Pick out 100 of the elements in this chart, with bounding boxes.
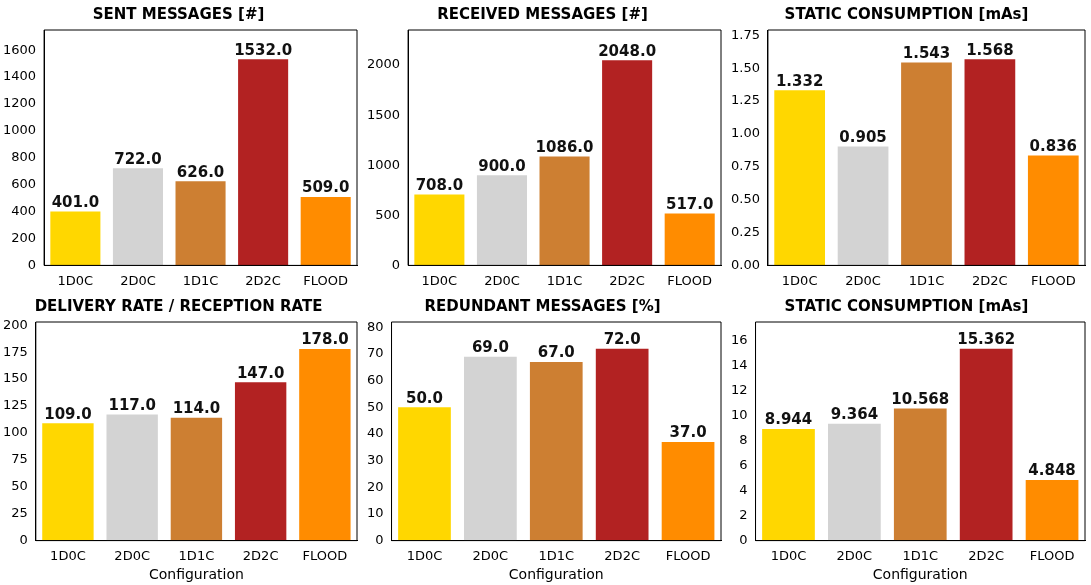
data-label: 8.944	[764, 410, 813, 429]
data-label: 517.0	[665, 195, 714, 213]
y-tick-label: 1600	[2, 41, 37, 57]
bar	[901, 62, 952, 266]
chart-title: DELIVERY RATE / RECEPTION RATE	[34, 296, 323, 315]
x-tick-label: 1D1C	[908, 272, 945, 288]
y-tick-label: 4	[739, 482, 748, 498]
x-tick-label: 1D1C	[178, 547, 215, 563]
y-tick-label: 8	[739, 432, 748, 448]
y-tick-label: 200	[2, 316, 28, 332]
data-label: 0.905	[839, 127, 887, 146]
x-tick-label: FLOOD	[1030, 272, 1076, 288]
y-tick-label: 2	[739, 506, 748, 522]
y-tick-label: 0	[375, 531, 384, 547]
y-tick-label: 10	[731, 407, 748, 423]
data-label: 15.362	[957, 330, 1016, 349]
bar	[106, 414, 158, 541]
x-tick-label: 1D1C	[538, 547, 575, 563]
y-tick-label: 50	[11, 478, 28, 494]
x-tick-label: 2D2C	[609, 272, 645, 288]
data-label: 9.364	[830, 405, 879, 424]
y-tick-label: 1000	[2, 122, 37, 138]
data-label: 708.0	[415, 175, 464, 194]
y-tick-label: 50	[367, 398, 384, 414]
y-tick-label: 25	[11, 505, 28, 521]
data-label: 2048.0	[598, 41, 657, 60]
x-tick-label: 1D1C	[546, 272, 583, 288]
data-label: 50.0	[405, 388, 443, 407]
data-label: 722.0	[114, 149, 162, 168]
data-label: 1.332	[775, 71, 824, 90]
y-tick-label: 0.25	[730, 223, 760, 239]
bar	[238, 59, 289, 266]
bar	[602, 60, 653, 266]
bar	[964, 59, 1016, 266]
x-tick-label: 2D0C	[845, 272, 881, 288]
x-tick-label: 1D1C	[182, 272, 219, 288]
data-label: 0.836	[1029, 136, 1078, 155]
chart-title: STATIC CONSUMPTION [mAs]	[784, 296, 1029, 315]
y-tick-label: 100	[2, 424, 28, 440]
y-tick-label: 1.50	[730, 59, 760, 75]
bar	[398, 407, 451, 541]
bar	[595, 348, 649, 541]
data-label: 1086.0	[535, 138, 594, 157]
y-tick-label: 1000	[366, 156, 401, 172]
y-tick-label: 400	[11, 202, 37, 218]
x-tick-label: FLOOD	[667, 272, 713, 288]
bar	[170, 417, 223, 541]
data-label: 401.0	[51, 192, 100, 211]
x-axis-title: Configuration	[872, 566, 968, 583]
y-tick-label: 125	[2, 397, 28, 413]
y-tick-label: 70	[367, 345, 384, 361]
x-tick-label: 2D2C	[968, 547, 1004, 563]
bar	[828, 423, 881, 541]
x-tick-label: FLOOD	[1029, 547, 1075, 563]
bar	[893, 408, 947, 541]
bar	[50, 211, 101, 266]
data-label: 1532.0	[234, 40, 293, 59]
y-tick-label: 1.00	[730, 125, 760, 141]
y-tick-label: 1200	[2, 95, 37, 111]
data-label: 10.568	[891, 389, 950, 408]
bar	[1025, 480, 1079, 541]
bar	[414, 194, 465, 266]
x-tick-label: 2D0C	[472, 547, 509, 563]
x-tick-label: 2D2C	[245, 272, 281, 288]
data-label: 1.568	[966, 40, 1014, 59]
x-axis-title: Configuration	[508, 566, 604, 583]
y-tick-label: 75	[11, 451, 28, 467]
bar	[837, 146, 889, 266]
chart-title: STATIC CONSUMPTION [mAs]	[784, 4, 1029, 23]
bar	[959, 348, 1013, 541]
x-axis-title: Configuration	[148, 566, 244, 583]
y-tick-label: 500	[375, 206, 401, 222]
data-label: 900.0	[478, 156, 526, 175]
data-label: 37.0	[669, 423, 707, 442]
y-tick-label: 1.25	[730, 92, 760, 108]
y-tick-label: 1500	[366, 106, 401, 122]
data-label: 178.0	[301, 330, 349, 349]
data-label: 114.0	[172, 399, 221, 418]
x-tick-label: 2D2C	[972, 272, 1008, 288]
y-tick-label: 0.00	[730, 256, 760, 272]
y-tick-label: 1.75	[730, 26, 760, 42]
y-tick-label: 0.50	[730, 191, 760, 207]
bar	[762, 428, 815, 541]
data-label: 4.848	[1028, 461, 1076, 480]
x-tick-label: FLOOD	[302, 547, 348, 563]
y-tick-label: 60	[367, 372, 384, 388]
x-tick-label: FLOOD	[303, 272, 349, 288]
bar	[112, 168, 163, 266]
bar	[300, 196, 351, 266]
y-tick-label: 2000	[366, 56, 401, 72]
bar	[1027, 155, 1079, 266]
data-label: 117.0	[108, 396, 156, 414]
y-tick-label: 30	[367, 452, 384, 467]
y-tick-label: 0	[391, 256, 401, 272]
y-tick-label: 40	[367, 425, 384, 441]
x-tick-label: 2D0C	[114, 547, 150, 563]
data-label: 509.0	[301, 178, 350, 197]
x-tick-label: 1D0C	[50, 547, 86, 563]
y-tick-label: 150	[2, 370, 28, 386]
bar	[774, 90, 826, 266]
